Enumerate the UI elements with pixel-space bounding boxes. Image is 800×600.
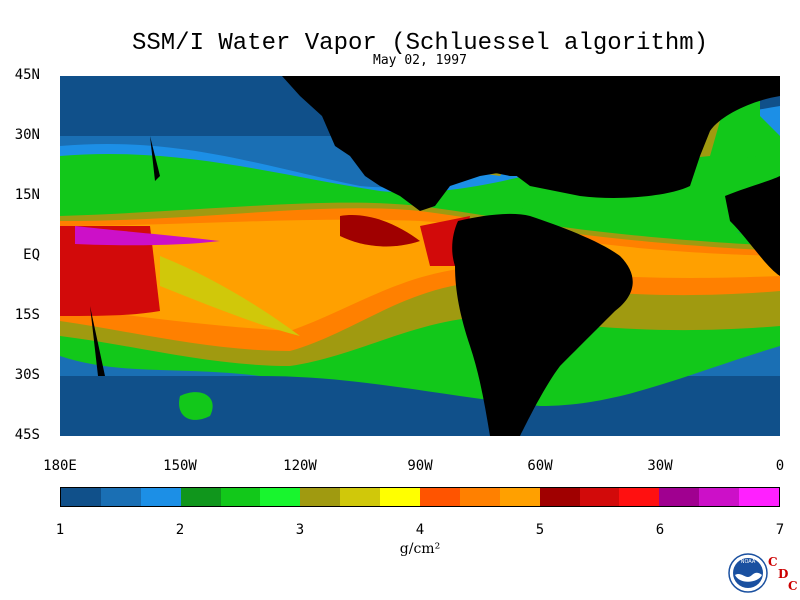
colorbar-label: 4 [415, 522, 425, 538]
colorbar-label: 2 [175, 522, 185, 538]
latitude-label: 45S [14, 427, 40, 443]
colorbar-swatch [539, 488, 580, 506]
latitude-label: EQ [23, 247, 40, 263]
colorbar-swatch [579, 488, 620, 506]
colorbar-swatch [739, 488, 780, 506]
water-vapor-map [60, 76, 780, 436]
latitude-label: 15S [14, 307, 40, 323]
cdc-letter-1: C [768, 555, 778, 569]
longitude-label: 180E [43, 458, 77, 474]
cdc-letter-3: C [788, 579, 798, 593]
colorbar-swatch [260, 488, 301, 506]
colorbar-swatch [140, 488, 181, 506]
colorbar-swatch [619, 488, 660, 506]
svg-text:NOAA: NOAA [741, 559, 756, 565]
colorbar-swatch [499, 488, 540, 506]
colorbar-swatch [699, 488, 740, 506]
colorbar-swatch [380, 488, 421, 506]
longitude-label: 60W [527, 458, 553, 474]
colorbar-unit: g/cm² [399, 541, 441, 557]
colorbar-label: 1 [55, 522, 65, 538]
colorbar-swatch [220, 488, 261, 506]
noaa-logo: NOAA [728, 553, 768, 593]
longitude-label: 90W [407, 458, 433, 474]
colorbar-swatch [300, 488, 341, 506]
cdc-letter-2: D [778, 567, 789, 581]
colorbar-swatch [459, 488, 500, 506]
colorbar-swatch [340, 488, 381, 506]
colorbar-swatch [100, 488, 141, 506]
colorbar-label: 7 [775, 522, 785, 538]
longitude-label: 30W [647, 458, 673, 474]
longitude-label: 150W [163, 458, 197, 474]
latitude-label: 30N [14, 127, 40, 143]
latitude-label: 45N [14, 67, 40, 83]
colorbar-swatch [61, 488, 101, 506]
latitude-label: 15N [14, 187, 40, 203]
colorbar-label: 5 [535, 522, 545, 538]
colorbar-swatch [420, 488, 460, 506]
longitude-label: 120W [283, 458, 317, 474]
colorbar-label: 6 [655, 522, 665, 538]
latitude-label: 30S [14, 367, 40, 383]
map-date: May 02, 1997 [373, 53, 467, 68]
colorbar-swatch [659, 488, 700, 506]
colorbar-swatch [180, 488, 221, 506]
longitude-label: 0 [775, 458, 785, 474]
colorbar [60, 487, 780, 507]
map-title: SSM/I Water Vapor (Schluessel algorithm) [131, 30, 709, 57]
colorbar-label: 3 [295, 522, 305, 538]
